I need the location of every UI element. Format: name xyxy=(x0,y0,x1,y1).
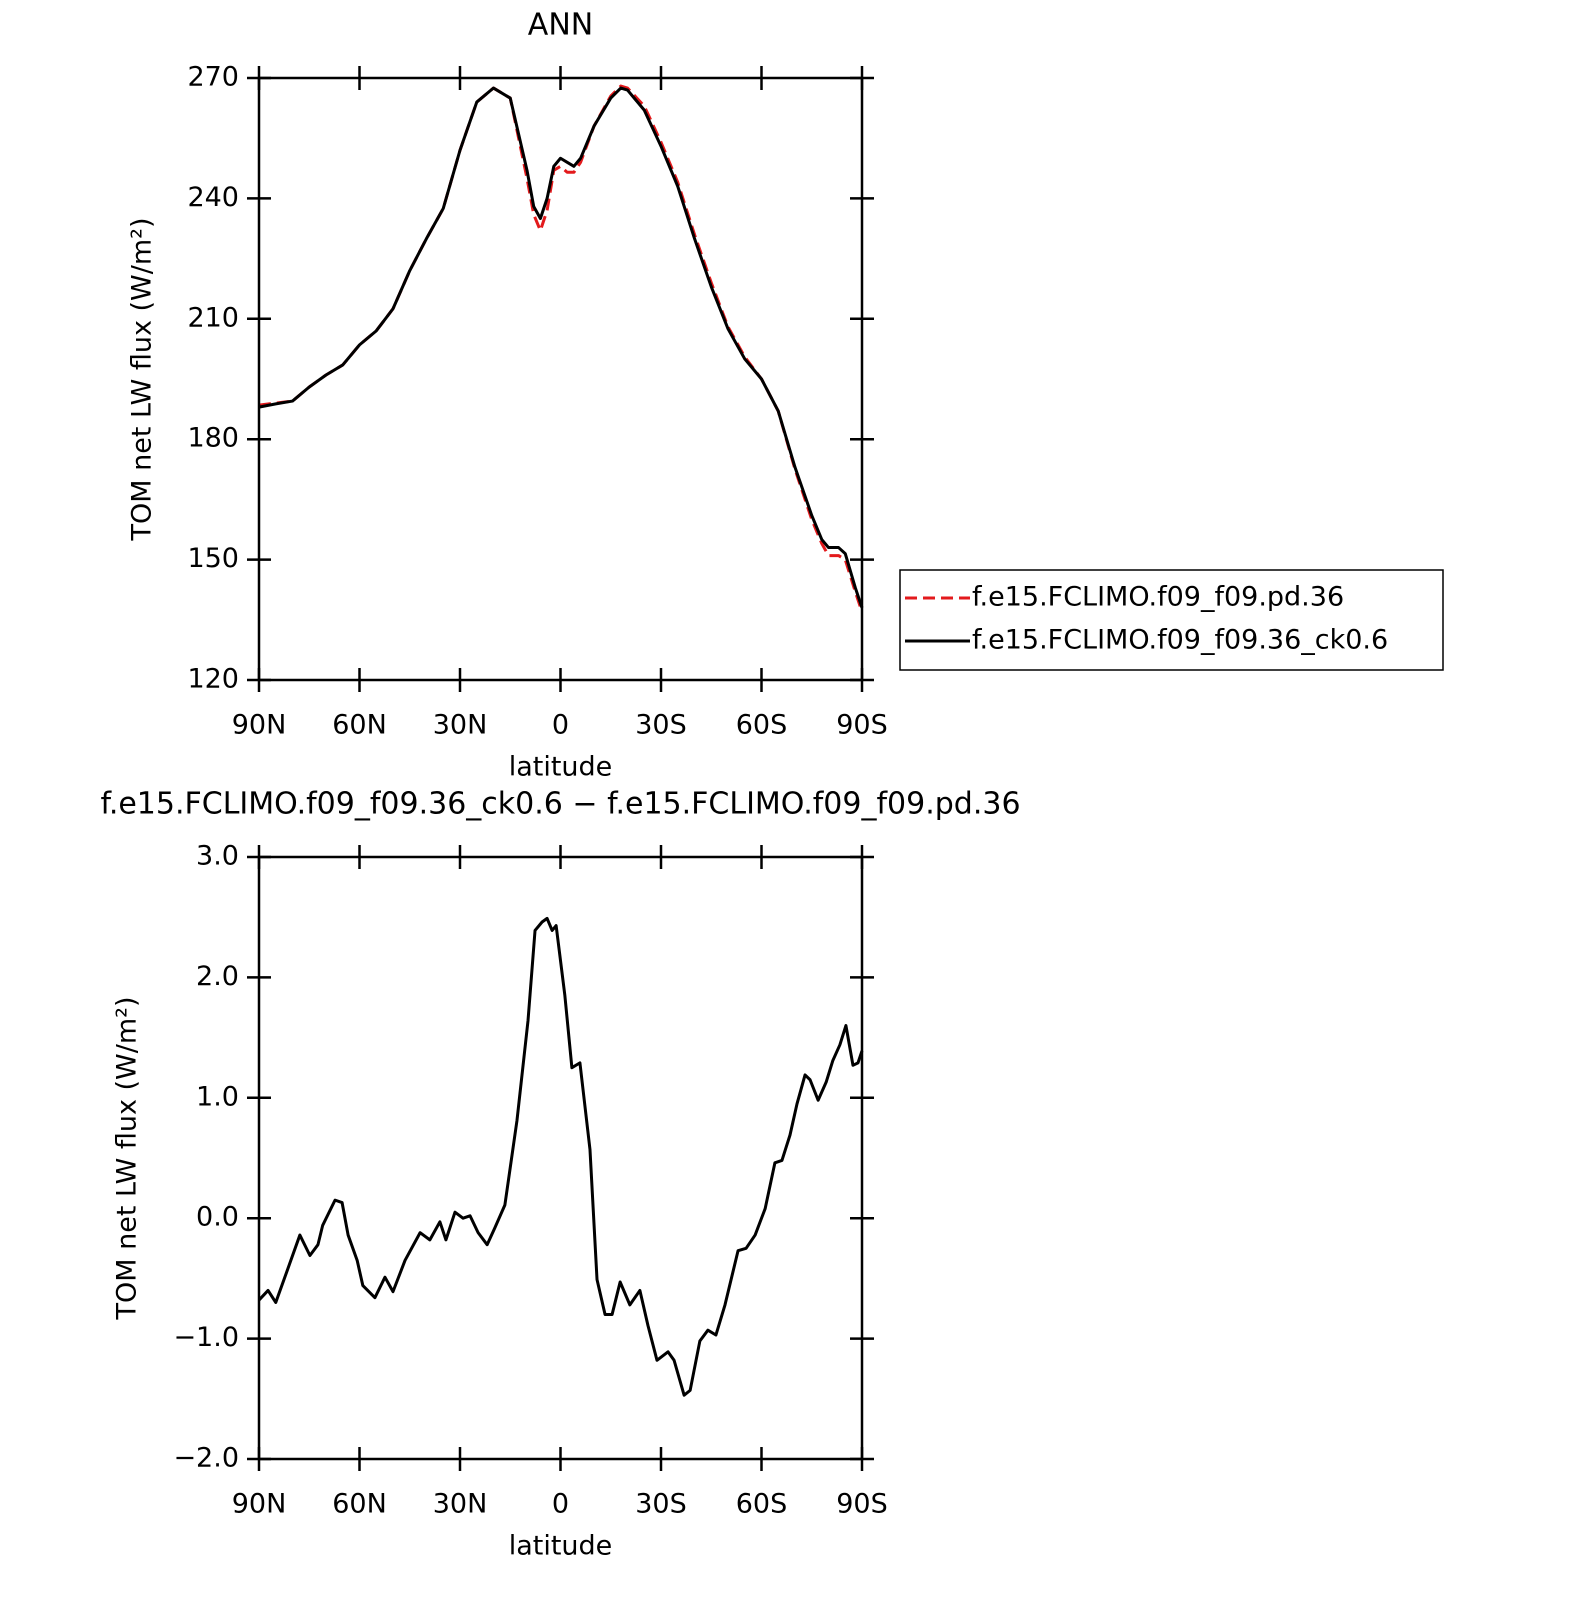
y-tick-label: −2.0 xyxy=(173,1443,239,1474)
data-line xyxy=(257,916,864,1397)
y-tick-label: 180 xyxy=(187,423,239,454)
legend-box xyxy=(899,569,1444,671)
y-axis-label: TOM net LW flux (W/m²) xyxy=(112,996,143,1320)
x-tick-label: 30S xyxy=(635,1489,687,1520)
x-tick-label: 90S xyxy=(836,1489,888,1520)
y-tick-label: 210 xyxy=(187,302,239,333)
x-tick-label: 60S xyxy=(736,710,788,741)
y-tick-label: 3.0 xyxy=(196,841,239,872)
x-tick-label: 60N xyxy=(332,1489,387,1520)
x-axis-label: latitude xyxy=(509,1531,613,1562)
chart-title: ANN xyxy=(528,8,593,43)
y-tick-label: 150 xyxy=(187,543,239,574)
y-axis-label: TOM net LW flux (W/m²) xyxy=(127,217,158,541)
legend-label: f.e15.FCLIMO.f09_f09.36_ck0.6 xyxy=(972,625,1388,656)
y-tick-label: 120 xyxy=(187,664,239,695)
x-tick-label: 30S xyxy=(635,710,687,741)
x-tick-label: 60S xyxy=(736,1489,788,1520)
x-tick-label: 0 xyxy=(552,710,569,741)
y-tick-label: −1.0 xyxy=(173,1322,239,1353)
x-axis-label: latitude xyxy=(509,752,613,783)
plot-frame xyxy=(257,76,864,682)
y-tick-label: 240 xyxy=(187,182,239,213)
data-line xyxy=(258,84,864,613)
plot-frame xyxy=(257,855,864,1461)
x-tick-label: 60N xyxy=(332,710,387,741)
x-tick-label: 0 xyxy=(552,1489,569,1520)
legend-label: f.e15.FCLIMO.f09_f09.pd.36 xyxy=(972,582,1344,613)
y-tick-label: 1.0 xyxy=(196,1081,239,1112)
data-line xyxy=(258,86,864,609)
x-tick-label: 30N xyxy=(433,710,488,741)
y-tick-label: 0.0 xyxy=(196,1202,239,1233)
y-tick-label: 2.0 xyxy=(196,961,239,992)
x-tick-label: 90N xyxy=(232,1489,287,1520)
chart-title: f.e15.FCLIMO.f09_f09.36_ck0.6 − f.e15.FC… xyxy=(100,787,1020,822)
x-tick-label: 90N xyxy=(232,710,287,741)
y-tick-label: 270 xyxy=(187,62,239,93)
x-tick-label: 30N xyxy=(433,1489,488,1520)
x-tick-label: 90S xyxy=(836,710,888,741)
